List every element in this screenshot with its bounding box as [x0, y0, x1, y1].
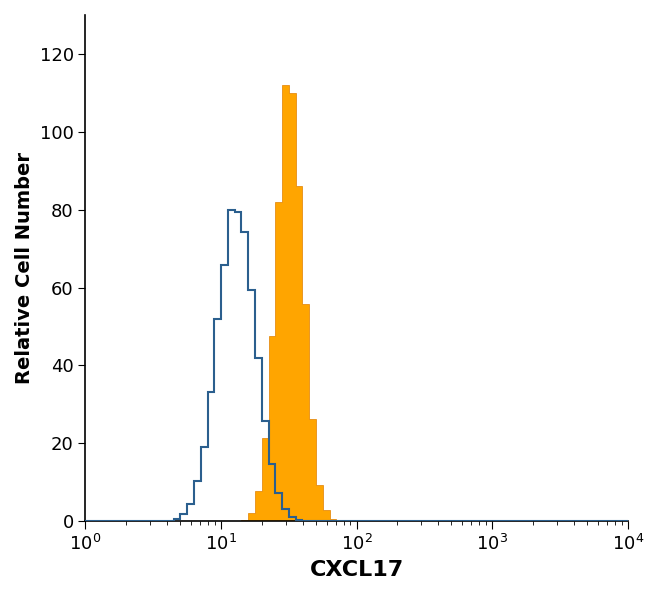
- X-axis label: CXCL17: CXCL17: [310, 560, 404, 580]
- Y-axis label: Relative Cell Number: Relative Cell Number: [15, 152, 34, 384]
